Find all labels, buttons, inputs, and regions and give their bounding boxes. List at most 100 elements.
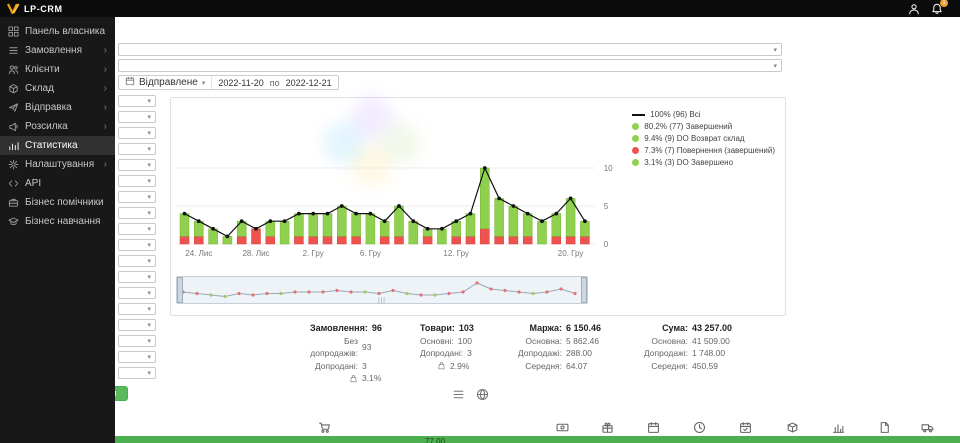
stat-line: Середня: 450.59 xyxy=(624,360,736,373)
side-filter-select[interactable]: ▾ xyxy=(118,159,156,171)
sidebar-item-mailing[interactable]: Розсилка › xyxy=(0,117,115,136)
sidebar-item-shipping[interactable]: Відправка › xyxy=(0,98,115,117)
stat-value: 64.07 xyxy=(566,360,588,371)
calendar-icon xyxy=(125,76,135,86)
filter-column: ▾ ▾ ▾ ▾ ▾ ▾ ▾ ▾ ▾ ▾ ▾ ▾ ▾ ▾ ▾ ▾ ▾ ▾ xyxy=(118,95,158,383)
side-filter-select[interactable]: ▾ xyxy=(118,351,156,363)
stat-group: Товари: 103 Основні: 100 Допродані: 3 2.9% xyxy=(420,322,494,385)
side-filter-select[interactable]: ▾ xyxy=(118,143,156,155)
chevron-down-icon: ▾ xyxy=(773,46,777,54)
side-filter-select[interactable]: ▾ xyxy=(118,303,156,315)
sidebar-item-settings[interactable]: Налаштування › xyxy=(0,155,115,174)
sidebar-item-api[interactable]: API xyxy=(0,174,115,193)
user-icon[interactable] xyxy=(908,3,920,15)
side-filter-select[interactable]: ▾ xyxy=(118,111,156,123)
lp-crm-logo[interactable]: LP-CRM xyxy=(7,3,63,14)
stat-label: Допродані: xyxy=(420,348,464,358)
sidebar-item-dashboard[interactable]: Панель власника xyxy=(0,22,115,41)
chart-bars-icon xyxy=(833,424,844,433)
legend-item[interactable]: 3.1% (3) DO Завершено xyxy=(632,158,775,167)
side-filter-select[interactable]: ▾ xyxy=(118,287,156,299)
date-type-select[interactable]: Відправлене ▾ xyxy=(119,76,213,89)
stat-line: Середня: 64.07 xyxy=(508,360,610,373)
legend-label: 7.3% (7) Повернення (завершений) xyxy=(644,146,775,155)
legend-item[interactable]: 7.3% (7) Повернення (завершений) xyxy=(632,146,775,155)
chevron-down-icon: ▾ xyxy=(147,194,151,201)
top-filter-select-2[interactable]: ▾ xyxy=(118,59,782,72)
document-column-header[interactable] xyxy=(878,421,891,434)
stat-label: Товари: xyxy=(420,323,455,333)
side-filter-select[interactable]: ▾ xyxy=(118,239,156,251)
stat-line: Маржа: 6 150.46 xyxy=(508,322,610,335)
side-filter-select[interactable]: ▾ xyxy=(118,367,156,379)
navigator-grip-icon[interactable]: ||| xyxy=(378,298,386,304)
notification-badge: 1 xyxy=(940,0,948,7)
bell-icon xyxy=(932,3,942,14)
chevron-down-icon: ▾ xyxy=(147,354,151,361)
side-filter-select[interactable]: ▾ xyxy=(118,255,156,267)
date-to-input[interactable]: 2022-12-21 xyxy=(285,77,332,88)
date-from-input[interactable]: 2022-11-20 xyxy=(218,77,264,88)
date-type-label: Відправлене xyxy=(139,77,198,88)
chevron-right-icon: › xyxy=(103,120,107,132)
chevron-down-icon: ▾ xyxy=(147,242,151,249)
truck-column-header[interactable] xyxy=(921,421,934,434)
stat-line: Замовлення: 96 xyxy=(310,322,406,335)
search-button[interactable]: Шукати xyxy=(115,386,128,401)
dashboard-icon xyxy=(8,26,19,37)
chevron-down-icon: ▾ xyxy=(147,98,151,105)
sidebar-item-briefcase[interactable]: Бізнес помічники xyxy=(0,193,115,212)
clock-column-header[interactable] xyxy=(693,421,706,434)
stat-group: Замовлення: 96 Без допродажів: 93 Допродані:… xyxy=(310,322,406,385)
top-filter-select-1[interactable]: ▾ xyxy=(118,43,782,56)
chart-navigator[interactable]: ||| xyxy=(176,276,588,304)
stat-line: Товари: 103 xyxy=(420,322,494,335)
package-column-header[interactable] xyxy=(786,421,799,434)
calendar-check-column-header[interactable] xyxy=(739,421,752,434)
chevron-down-icon: ▾ xyxy=(147,226,151,233)
legend-label: 100% (96) Всі xyxy=(650,110,701,119)
side-filter-select[interactable]: ▾ xyxy=(118,175,156,187)
side-filter-select[interactable]: ▾ xyxy=(118,271,156,283)
side-filter-select[interactable]: ▾ xyxy=(118,223,156,235)
sidebar-item-warehouse[interactable]: Склад › xyxy=(0,79,115,98)
banknote-column-header[interactable] xyxy=(556,421,569,434)
bag-icon xyxy=(350,374,357,382)
side-filter-select[interactable]: ▾ xyxy=(118,127,156,139)
sidebar-item-education[interactable]: Бізнес навчання xyxy=(0,212,115,231)
sidebar-item-orders[interactable]: Замовлення › xyxy=(0,41,115,60)
side-filter-select[interactable]: ▾ xyxy=(118,207,156,219)
globe-icon xyxy=(476,388,489,401)
sidebar-item-label: Замовлення xyxy=(25,45,82,56)
cart-column-header[interactable] xyxy=(318,421,331,434)
navigator-right-handle[interactable] xyxy=(581,277,587,303)
briefcase-icon xyxy=(8,198,19,207)
gift-column-header[interactable] xyxy=(601,421,614,434)
stat-label: Допродажі: xyxy=(643,348,688,358)
side-filter-select[interactable]: ▾ xyxy=(118,191,156,203)
stat-label: Сума: xyxy=(662,323,688,333)
calendar-column-header[interactable] xyxy=(647,421,660,434)
sidebar-item-clients[interactable]: Клієнти › xyxy=(0,60,115,79)
stat-label: Основна: xyxy=(525,335,562,346)
bell-icon[interactable]: 1 xyxy=(931,0,948,15)
logo-text: LP-CRM xyxy=(24,3,63,14)
globe-icon[interactable] xyxy=(476,388,489,401)
side-filter-select[interactable]: ▾ xyxy=(118,95,156,107)
legend-item[interactable]: 9.4% (9) DO Возврат склад xyxy=(632,134,775,143)
date-range-separator: по xyxy=(269,77,280,88)
legend-item[interactable]: 80.2% (77) Завершений xyxy=(632,122,775,131)
side-filter-select[interactable]: ▾ xyxy=(118,319,156,331)
calendar-check-icon xyxy=(740,422,751,433)
list-view-icon[interactable] xyxy=(452,388,465,401)
bottom-icons-row xyxy=(115,421,960,436)
side-filter-select[interactable]: ▾ xyxy=(118,335,156,347)
sidebar-item-label: Розсилка xyxy=(25,121,68,132)
education-icon xyxy=(8,217,19,225)
stat-value: 43 257.00 xyxy=(692,323,733,333)
chart-bars-column-header[interactable] xyxy=(832,421,845,434)
legend-item[interactable]: 100% (96) Всі xyxy=(632,110,775,119)
navigator-left-handle[interactable] xyxy=(177,277,183,303)
sidebar-item-statistics[interactable]: Статистика xyxy=(0,136,115,155)
chevron-down-icon: ▾ xyxy=(147,322,151,329)
